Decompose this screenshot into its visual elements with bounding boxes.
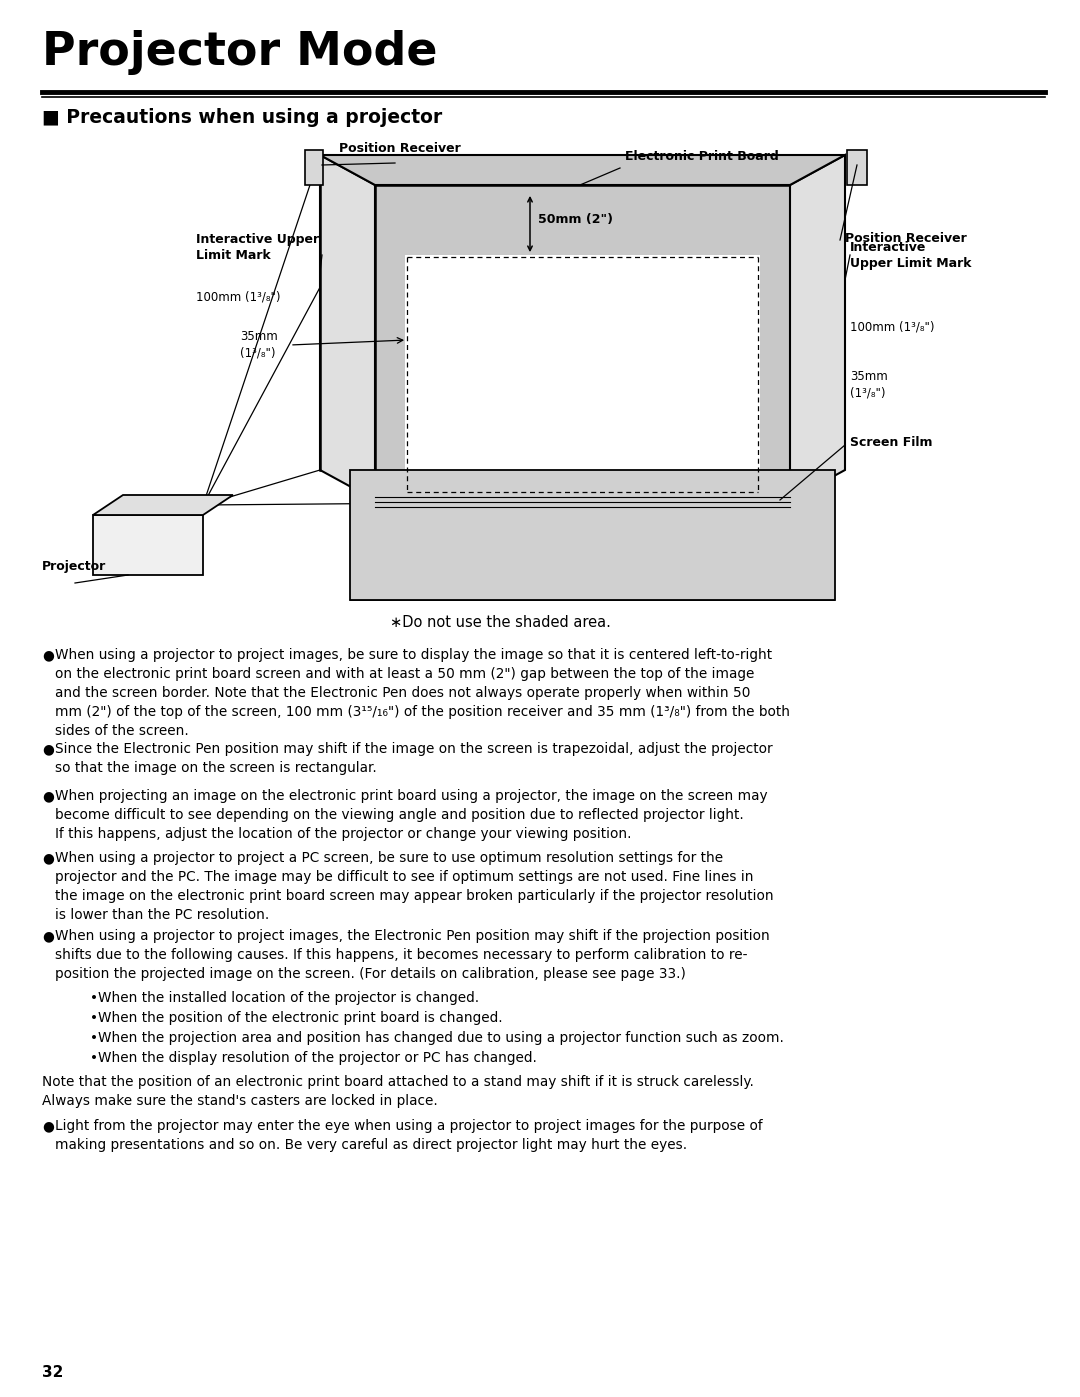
Text: Electronic Print Board: Electronic Print Board (625, 149, 779, 163)
Text: When using a projector to project images, the Electronic Pen position may shift : When using a projector to project images… (55, 929, 770, 981)
Polygon shape (375, 184, 789, 256)
Text: Interactive Upper
Limit Mark: Interactive Upper Limit Mark (195, 233, 319, 263)
Text: Note that the position of an electronic print board attached to a stand may shif: Note that the position of an electronic … (42, 1076, 754, 1108)
Polygon shape (375, 184, 789, 500)
Text: When projecting an image on the electronic print board using a projector, the im: When projecting an image on the electron… (55, 789, 768, 841)
Text: Projector: Projector (42, 560, 106, 573)
Text: 35mm
(1³/₈"): 35mm (1³/₈") (240, 330, 278, 359)
Polygon shape (789, 155, 845, 500)
Text: 32: 32 (42, 1365, 64, 1380)
Text: ●: ● (42, 648, 54, 662)
Polygon shape (320, 155, 375, 500)
Text: 100mm (1³/₈"): 100mm (1³/₈") (195, 291, 281, 303)
FancyBboxPatch shape (847, 149, 867, 184)
FancyBboxPatch shape (305, 149, 323, 184)
Text: Interactive
Upper Limit Mark: Interactive Upper Limit Mark (850, 242, 972, 270)
Text: ●: ● (42, 851, 54, 865)
Text: ●: ● (42, 929, 54, 943)
Text: Position Receiver: Position Receiver (845, 232, 967, 244)
Text: When using a projector to project images, be sure to display the image so that i: When using a projector to project images… (55, 648, 789, 738)
Text: When using a projector to project a PC screen, be sure to use optimum resolution: When using a projector to project a PC s… (55, 851, 773, 922)
Text: Projector Mode: Projector Mode (42, 29, 437, 75)
Text: Position Receiver: Position Receiver (339, 142, 461, 155)
Text: Screen Film: Screen Film (850, 436, 932, 450)
Text: Light from the projector may enter the eye when using a projector to project ima: Light from the projector may enter the e… (55, 1119, 762, 1153)
Text: •When the installed location of the projector is changed.: •When the installed location of the proj… (90, 990, 480, 1004)
Polygon shape (93, 495, 233, 515)
Text: ●: ● (42, 742, 54, 756)
Text: 35mm
(1³/₈"): 35mm (1³/₈") (850, 370, 888, 400)
Text: •When the position of the electronic print board is changed.: •When the position of the electronic pri… (90, 1011, 502, 1025)
Polygon shape (375, 184, 405, 500)
Polygon shape (350, 469, 835, 599)
Text: ●: ● (42, 789, 54, 803)
Polygon shape (350, 500, 835, 599)
Text: •When the display resolution of the projector or PC has changed.: •When the display resolution of the proj… (90, 1051, 537, 1065)
Text: ●: ● (42, 1119, 54, 1133)
Text: ■ Precautions when using a projector: ■ Precautions when using a projector (42, 108, 442, 127)
Text: Since the Electronic Pen position may shift if the image on the screen is trapez: Since the Electronic Pen position may sh… (55, 742, 772, 775)
Text: •When the projection area and position has changed due to using a projector func: •When the projection area and position h… (90, 1031, 784, 1045)
Polygon shape (320, 155, 845, 184)
Text: 50mm (2"): 50mm (2") (538, 214, 613, 226)
Polygon shape (760, 184, 789, 500)
Text: ∗Do not use the shaded area.: ∗Do not use the shaded area. (390, 615, 611, 630)
FancyBboxPatch shape (93, 515, 203, 576)
Text: 100mm (1³/₈"): 100mm (1³/₈") (850, 320, 934, 332)
